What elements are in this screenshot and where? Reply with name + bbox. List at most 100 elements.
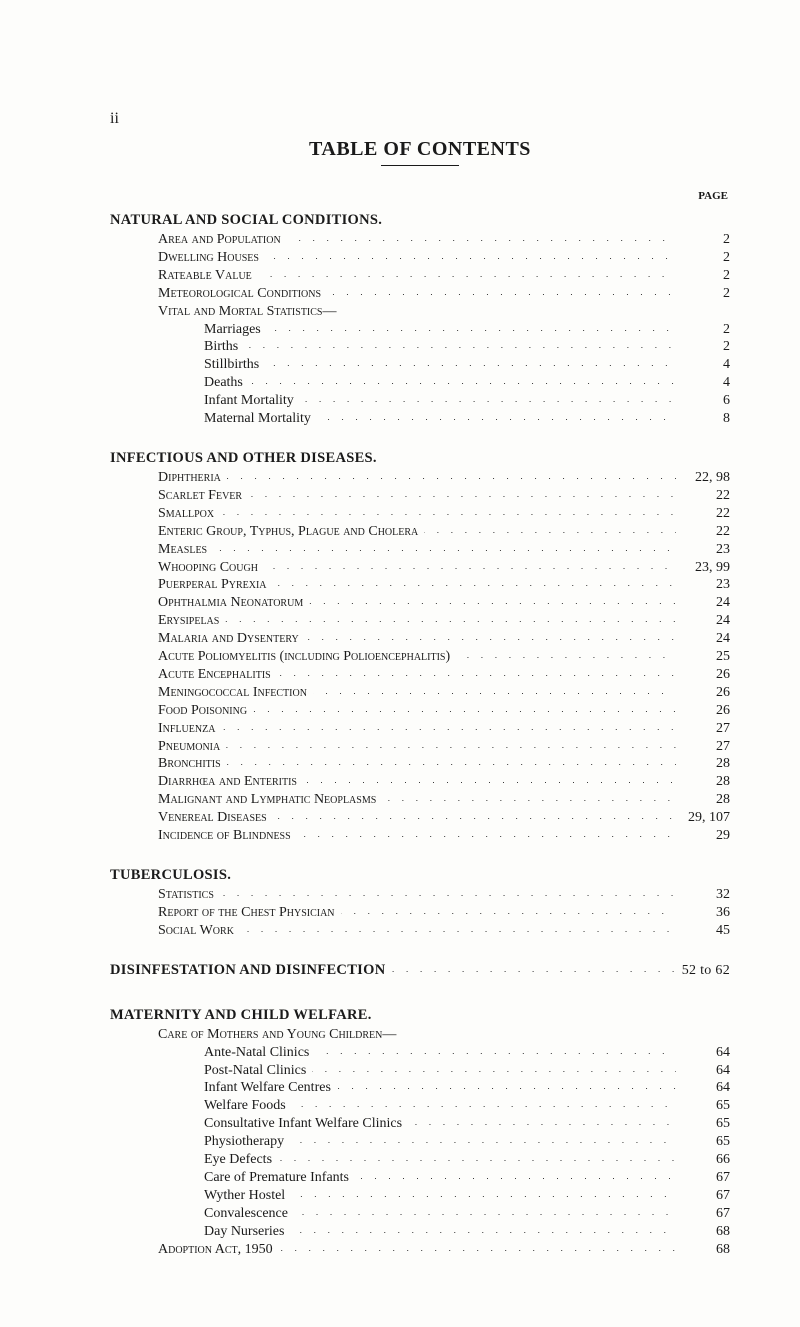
toc-entry-label: Care of Premature Infants	[110, 1169, 349, 1187]
toc-row: Rateable Value 2	[110, 267, 730, 285]
toc-row: Stillbirths4	[110, 356, 730, 374]
toc-entry-page: 22	[682, 523, 730, 541]
leader-dots	[278, 1154, 676, 1163]
leader-dots	[258, 270, 676, 279]
toc-entry-label: Diphtheria	[110, 469, 221, 487]
toc-entry-page: 2	[682, 231, 730, 249]
toc-entry-label: Meteorological Conditions	[110, 285, 321, 303]
toc-row: Incidence of Blindness29	[110, 827, 730, 845]
toc-row: Dwelling Houses2	[110, 249, 730, 267]
toc-entry-page: 52 to 62	[682, 963, 730, 979]
toc-row: Care of Mothers and Young Children—	[110, 1026, 730, 1044]
toc-row: Whooping Cough23, 99	[110, 559, 730, 577]
toc-entry-page: 64	[682, 1079, 730, 1097]
toc-entry-page: 32	[682, 886, 730, 904]
toc-row: Acute Poliomyelitis (including Polioence…	[110, 648, 730, 666]
toc-entry-page: 24	[682, 630, 730, 648]
leader-dots	[267, 324, 676, 333]
toc-row: Infant Welfare Centres 64	[110, 1079, 730, 1097]
toc-row: Measles23	[110, 541, 730, 559]
toc-entry-label: Acute Encephalitis	[110, 666, 271, 684]
toc-entry-label: Rateable Value	[110, 267, 252, 285]
leader-dots	[309, 597, 676, 606]
toc-row: Day Nurseries68	[110, 1223, 730, 1241]
leader-dots	[225, 615, 676, 624]
toc-entry-page: 29, 107	[682, 809, 730, 827]
toc-entry-label: Marriages	[110, 321, 261, 339]
toc-entry-page: 4	[682, 374, 730, 392]
leader-dots	[300, 395, 676, 404]
toc-entry-page: 25	[682, 648, 730, 666]
toc-row: Pneumonia27	[110, 738, 730, 756]
toc-entry-page: 66	[682, 1151, 730, 1169]
leader-dots	[226, 741, 676, 750]
leader-dots	[227, 472, 676, 481]
toc-entry-page: 6	[682, 392, 730, 410]
toc-entry-page: 22	[682, 505, 730, 523]
toc-row: Post-Natal Clinics64	[110, 1062, 730, 1080]
toc-entry-label: Enteric Group, Typhus, Plague and Choler…	[110, 523, 418, 541]
leader-dots	[290, 1226, 676, 1235]
toc-row: Bronchitis28	[110, 755, 730, 773]
toc-entry-page: 68	[682, 1241, 730, 1259]
toc-row: Statistics32	[110, 886, 730, 904]
toc-entry-page: 22	[682, 487, 730, 505]
toc-entry-page: 28	[682, 755, 730, 773]
toc-row: Diphtheria22, 98	[110, 469, 730, 487]
toc-row: Malaria and Dysentery24	[110, 630, 730, 648]
section-heading: NATURAL AND SOCIAL CONDITIONS.	[110, 212, 730, 229]
toc-entry-page: 68	[682, 1223, 730, 1241]
toc-entry-page: 65	[682, 1115, 730, 1133]
leader-dots	[382, 794, 676, 803]
toc-entry-label: Report of the Chest Physician	[110, 904, 335, 922]
toc-entry-page: 45	[682, 922, 730, 940]
toc-entry-label: Ante-Natal Clinics	[110, 1044, 309, 1062]
leader-dots	[297, 830, 676, 839]
toc-entry-page: 2	[682, 267, 730, 285]
toc-row: Maternal Mortality8	[110, 410, 730, 428]
toc-row: Meningococcal Infection26	[110, 684, 730, 702]
leader-dots	[277, 669, 676, 678]
toc-entry-label: Puerperal Pyrexia	[110, 576, 267, 594]
toc-row: Food Poisoning26	[110, 702, 730, 720]
toc-entry-page: 65	[682, 1133, 730, 1151]
toc-entry-page: 65	[682, 1097, 730, 1115]
toc-entry-label: Malignant and Lymphatic Neoplasms	[110, 791, 376, 809]
toc-entry-label: Care of Mothers and Young Children—	[110, 1026, 396, 1044]
section-heading: TUBERCULOSIS.	[110, 867, 730, 884]
leader-dots	[305, 633, 676, 642]
leader-dots	[291, 1190, 676, 1199]
toc-entry-label: Area and Population	[110, 231, 281, 249]
toc-entry-page: 67	[682, 1169, 730, 1187]
toc-entry-page: 2	[682, 321, 730, 339]
toc-entry-label: Infant Welfare Centres	[110, 1079, 331, 1097]
leader-dots	[273, 579, 676, 588]
toc-entry-page: 28	[682, 791, 730, 809]
toc-row: Infant Mortality6	[110, 392, 730, 410]
toc-entry-page: 24	[682, 594, 730, 612]
toc-entry-label: Consultative Infant Welfare Clinics	[110, 1115, 402, 1133]
toc-entry-label: Pneumonia	[110, 738, 220, 756]
toc-row: Deaths4	[110, 374, 730, 392]
toc-entry-label: Post-Natal Clinics	[110, 1062, 306, 1080]
toc-entry-label: Acute Poliomyelitis (including Polioence…	[110, 648, 450, 666]
leader-dots	[253, 705, 676, 714]
toc-entry-page: 29	[682, 827, 730, 845]
toc-entry-label: Physiotherapy	[110, 1133, 284, 1151]
toc-row: Physiotherapy 65	[110, 1133, 730, 1151]
leader-dots	[249, 377, 676, 386]
table-of-contents-title: TABLE OF CONTENTS	[110, 138, 730, 161]
toc-row: Erysipelas24	[110, 612, 730, 630]
leader-dots	[456, 651, 676, 660]
leader-dots	[317, 413, 676, 422]
leader-dots	[287, 234, 676, 243]
leader-dots	[279, 1244, 676, 1253]
toc-entry-label: Social Work	[110, 922, 234, 940]
toc-row: Venereal Diseases29, 107	[110, 809, 730, 827]
section-heading: MATERNITY AND CHILD WELFARE.	[110, 1007, 730, 1024]
leader-dots	[220, 889, 676, 898]
leader-dots	[327, 288, 676, 297]
toc-entry-label: Maternal Mortality	[110, 410, 311, 428]
toc-row: Enteric Group, Typhus, Plague and Choler…	[110, 523, 730, 541]
toc-entry-label: Influenza	[110, 720, 215, 738]
